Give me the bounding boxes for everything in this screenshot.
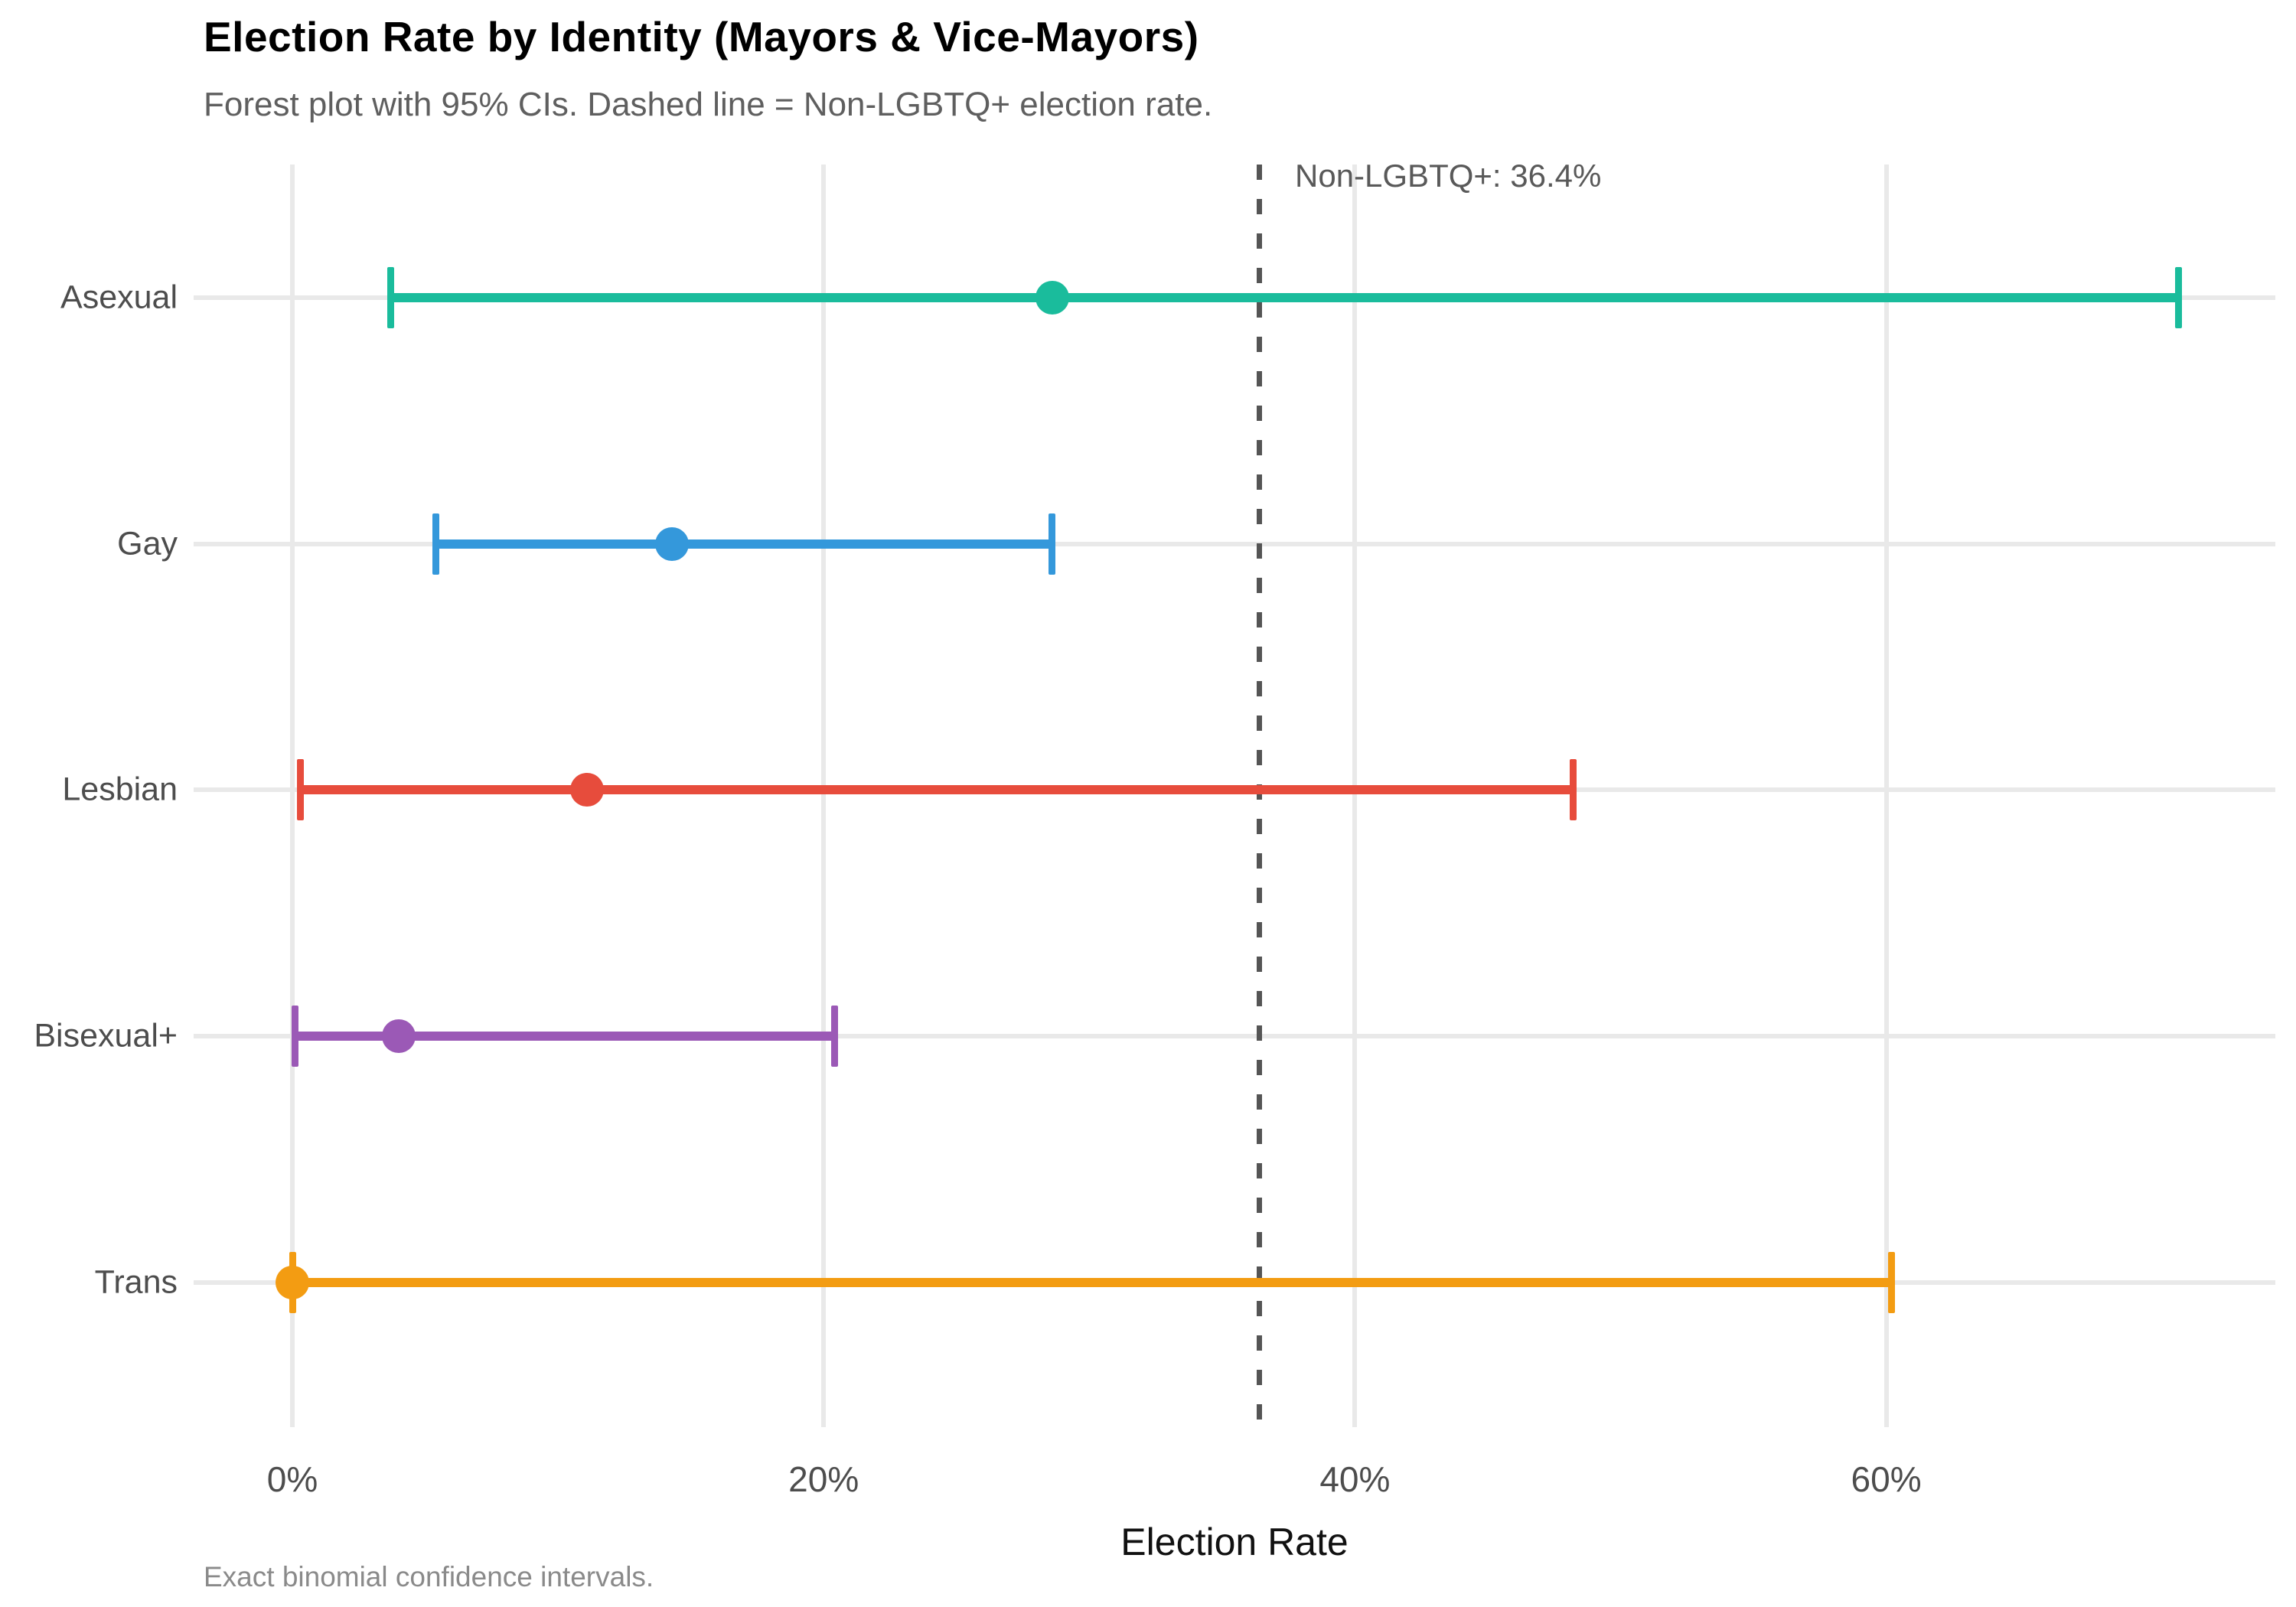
- ci-bar-asexual: [390, 293, 2179, 302]
- ci-cap-low-gay: [432, 513, 439, 575]
- chart-subtitle: Forest plot with 95% CIs. Dashed line = …: [204, 86, 1213, 123]
- x-gridline-0: [290, 165, 295, 1427]
- ci-cap-high-trans: [1888, 1251, 1896, 1313]
- point-gay: [655, 526, 690, 561]
- x-axis-title: Election Rate: [1120, 1521, 1349, 1563]
- point-asexual: [1035, 281, 1069, 315]
- y-axis-label-lesbian: Lesbian: [62, 771, 178, 808]
- y-axis-label-trans: Trans: [94, 1263, 178, 1301]
- ci-cap-high-lesbian: [1569, 759, 1577, 821]
- ci-cap-low-bisexual: [291, 1006, 298, 1068]
- chart-caption: Exact binomial confidence intervals.: [204, 1561, 654, 1592]
- y-axis-label-asexual: Asexual: [60, 279, 178, 316]
- y-axis-label-gay: Gay: [117, 525, 178, 562]
- x-gridline-20: [821, 165, 827, 1427]
- y-axis-label-bisexual: Bisexual+: [34, 1017, 178, 1054]
- ci-bar-trans: [292, 1277, 1892, 1287]
- reference-dashed-line: [1256, 165, 1262, 1427]
- x-tick-label-0: 0%: [266, 1459, 318, 1499]
- point-trans: [276, 1265, 309, 1299]
- y-gridline-gay: [194, 541, 2275, 546]
- x-tick-label-60: 60%: [1851, 1459, 1922, 1499]
- ci-cap-high-bisexual: [830, 1006, 838, 1068]
- ci-cap-high-asexual: [2174, 267, 2182, 328]
- ci-bar-lesbian: [300, 785, 1573, 795]
- x-tick-label-20: 20%: [788, 1459, 859, 1499]
- point-bisexual: [381, 1019, 416, 1054]
- ci-cap-high-gay: [1049, 513, 1056, 575]
- y-gridline-bisexual: [194, 1034, 2275, 1039]
- point-lesbian: [570, 773, 605, 807]
- x-gridline-40: [1352, 165, 1358, 1427]
- ci-bar-bisexual: [295, 1032, 835, 1041]
- x-gridline-60: [1883, 165, 1889, 1427]
- ci-bar-gay: [435, 539, 1052, 549]
- reference-line-label: Non-LGBTQ+: 36.4%: [1295, 158, 1602, 194]
- x-tick-label-40: 40%: [1319, 1459, 1391, 1499]
- ci-cap-low-asexual: [386, 267, 394, 328]
- ci-cap-low-lesbian: [296, 759, 304, 821]
- chart-title: Election Rate by Identity (Mayors & Vice…: [204, 13, 1199, 60]
